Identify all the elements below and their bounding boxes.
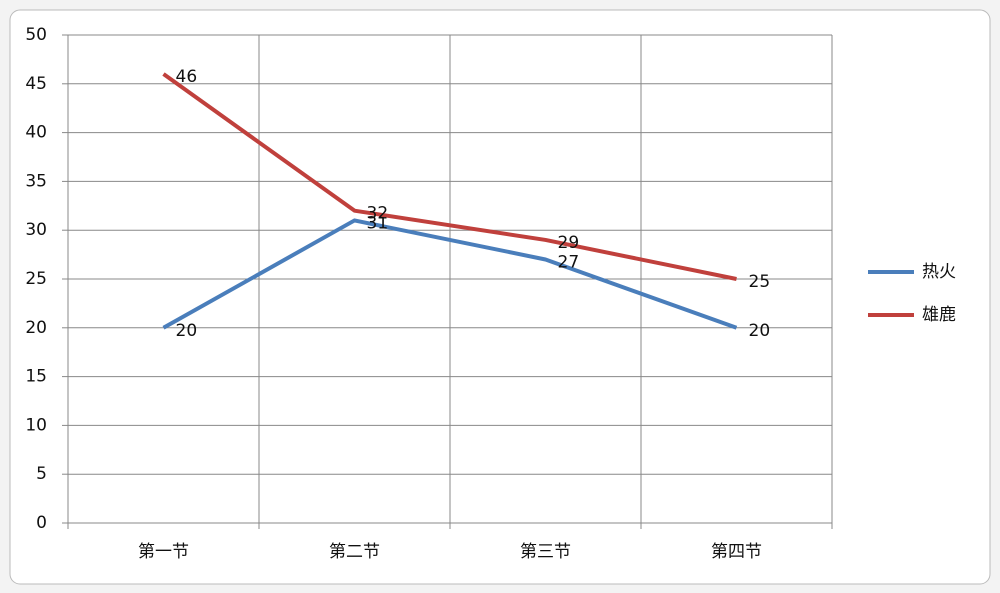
x-tick-label: 第四节 — [711, 542, 762, 562]
x-tick-label: 第二节 — [329, 542, 380, 562]
data-label: 29 — [558, 233, 580, 253]
data-label: 20 — [749, 321, 771, 341]
series-line — [162, 218, 738, 330]
data-label: 46 — [176, 67, 198, 87]
y-tick-label: 30 — [25, 220, 47, 240]
y-tick-label: 0 — [36, 513, 47, 533]
x-tick-label: 第三节 — [520, 542, 571, 562]
data-label: 27 — [558, 252, 580, 272]
data-label: 31 — [367, 213, 389, 233]
data-label: 32 — [367, 204, 389, 224]
y-tick-label: 25 — [25, 269, 47, 289]
y-tick-label: 50 — [25, 25, 47, 45]
y-tick-label: 20 — [25, 318, 47, 338]
y-tick-label: 5 — [36, 464, 47, 484]
legend-label: 热火 — [922, 262, 956, 282]
x-tick-label: 第一节 — [138, 542, 189, 562]
y-tick-label: 45 — [25, 74, 47, 94]
legend-label: 雄鹿 — [922, 305, 956, 325]
y-tick-label: 40 — [25, 123, 47, 143]
series-line — [162, 72, 737, 281]
y-tick-label: 10 — [25, 415, 47, 435]
data-label: 20 — [176, 321, 198, 341]
y-tick-label: 35 — [25, 171, 47, 191]
chart-frame — [9, 9, 991, 585]
y-tick-label: 15 — [25, 367, 47, 387]
data-label: 25 — [749, 272, 771, 292]
